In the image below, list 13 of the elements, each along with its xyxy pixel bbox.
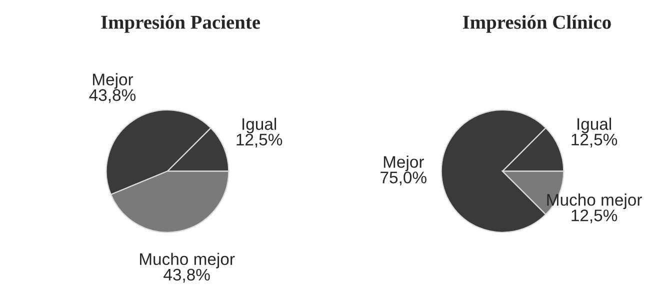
data-label: 43,8% <box>89 89 136 103</box>
slice-label: Mejor <box>93 73 134 89</box>
data-label: 12,5% <box>236 134 282 148</box>
data-label: 12,5% <box>572 134 618 148</box>
slice-label: Mejor <box>384 156 424 172</box>
chart-title: Impresión Paciente <box>101 15 260 33</box>
data-label: 43,8% <box>164 268 210 283</box>
slice-label: Igual <box>242 118 276 134</box>
slice-label: Igual <box>578 118 612 134</box>
slice-label: Mucho mejor <box>140 252 235 268</box>
data-label: 75,0% <box>380 172 426 186</box>
chart-title: Impresión Clínico <box>462 15 611 33</box>
data-label: 12,5% <box>572 210 618 224</box>
